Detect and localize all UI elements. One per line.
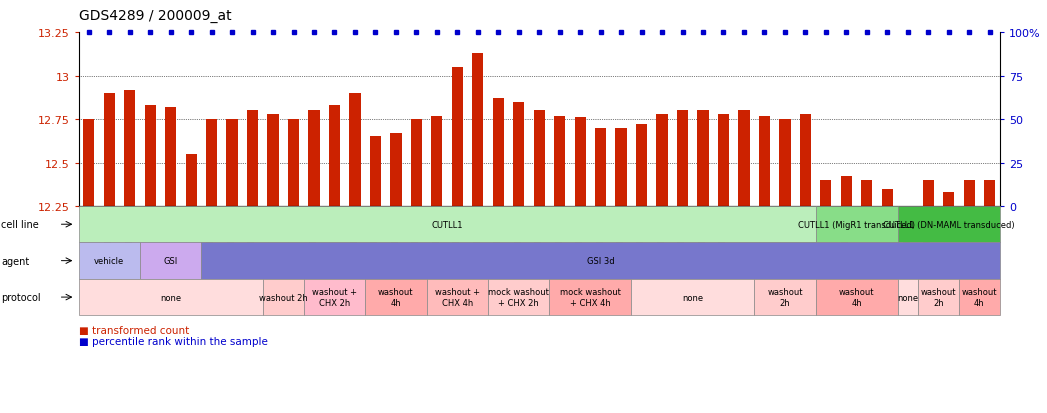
Bar [636, 125, 647, 206]
Bar [677, 111, 688, 206]
Text: CUTLL1 (DN-MAML transduced): CUTLL1 (DN-MAML transduced) [883, 220, 1015, 229]
Bar [185, 154, 197, 206]
Text: washout
4h: washout 4h [378, 288, 414, 307]
Text: mock washout
+ CHX 2h: mock washout + CHX 2h [488, 288, 550, 307]
Bar [759, 116, 770, 206]
Bar [206, 120, 217, 206]
Bar [431, 116, 443, 206]
Bar [554, 116, 565, 206]
Text: washout +
CHX 4h: washout + CHX 4h [435, 288, 480, 307]
Bar [104, 94, 115, 206]
Bar [226, 120, 238, 206]
Bar [370, 137, 381, 206]
Bar [841, 177, 852, 206]
Bar [83, 120, 94, 206]
Bar [882, 189, 893, 206]
Bar [616, 128, 627, 206]
Bar [493, 99, 504, 206]
Text: washout +
CHX 2h: washout + CHX 2h [312, 288, 357, 307]
Bar [288, 120, 299, 206]
Bar [697, 111, 709, 206]
Bar [350, 94, 360, 206]
Text: washout
2h: washout 2h [767, 288, 803, 307]
Bar [472, 54, 484, 206]
Bar [513, 102, 525, 206]
Text: washout
4h: washout 4h [961, 288, 997, 307]
Text: agent: agent [1, 256, 29, 266]
Bar [862, 180, 872, 206]
Bar [165, 108, 176, 206]
Bar [309, 111, 319, 206]
Bar [984, 180, 996, 206]
Bar [963, 180, 975, 206]
Text: washout
2h: washout 2h [920, 288, 956, 307]
Bar [534, 111, 544, 206]
Bar [800, 114, 811, 206]
Text: none: none [160, 293, 181, 302]
Text: cell line: cell line [1, 220, 39, 230]
Text: protocol: protocol [1, 292, 41, 302]
Bar [903, 206, 913, 212]
Bar [247, 111, 259, 206]
Bar [144, 106, 156, 206]
Text: vehicle: vehicle [94, 256, 125, 266]
Text: CUTLL1: CUTLL1 [431, 220, 463, 229]
Bar [451, 68, 463, 206]
Bar [820, 180, 831, 206]
Text: none: none [683, 293, 704, 302]
Bar [922, 180, 934, 206]
Bar [391, 134, 401, 206]
Bar [943, 192, 954, 206]
Bar [410, 120, 422, 206]
Bar [125, 90, 135, 206]
Text: washout
4h: washout 4h [839, 288, 874, 307]
Bar [267, 114, 279, 206]
Text: GDS4289 / 200009_at: GDS4289 / 200009_at [79, 9, 231, 23]
Text: CUTLL1 (MigR1 transduced): CUTLL1 (MigR1 transduced) [798, 220, 915, 229]
Text: GSI: GSI [163, 256, 178, 266]
Bar [656, 114, 668, 206]
Bar [575, 118, 585, 206]
Text: GSI 3d: GSI 3d [586, 256, 615, 266]
Bar [738, 111, 750, 206]
Bar [329, 106, 340, 206]
Text: none: none [897, 293, 918, 302]
Bar [718, 114, 729, 206]
Text: ■ percentile rank within the sample: ■ percentile rank within the sample [79, 337, 267, 347]
Text: ■ transformed count: ■ transformed count [79, 325, 188, 335]
Bar [779, 120, 790, 206]
Text: washout 2h: washout 2h [259, 293, 308, 302]
Text: mock washout
+ CHX 4h: mock washout + CHX 4h [560, 288, 621, 307]
Bar [595, 128, 606, 206]
